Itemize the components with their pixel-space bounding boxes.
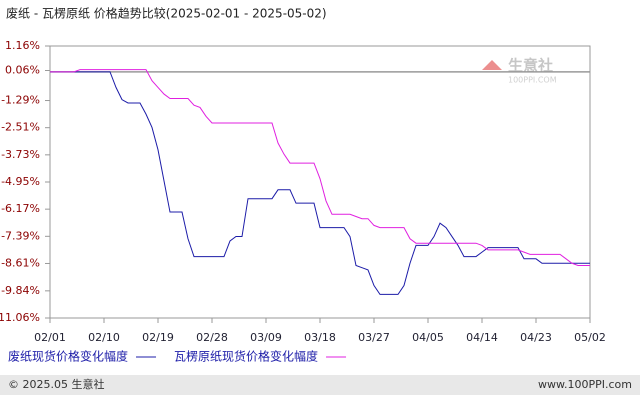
watermark: 生意社 100PPI.COM xyxy=(482,57,557,85)
y-tick-label: -1.29% xyxy=(1,94,40,107)
x-tick-label: 04/23 xyxy=(520,331,552,344)
footer-bar xyxy=(0,375,640,395)
footer-left: © 2025.05 生意社 xyxy=(8,377,104,391)
footer-right: www.100PPI.com xyxy=(538,378,632,391)
x-tick-label: 05/02 xyxy=(574,331,606,344)
x-tick-label: 04/14 xyxy=(466,331,498,344)
y-tick-label: -6.17% xyxy=(1,202,40,215)
legend-label: 瓦楞原纸现货价格变化幅度 xyxy=(174,349,318,364)
legend-label: 废纸现货价格变化幅度 xyxy=(8,349,128,364)
y-tick-label: -9.84% xyxy=(1,284,40,297)
x-tick-label: 02/10 xyxy=(88,331,120,344)
watermark-sub: 100PPI.COM xyxy=(508,76,557,85)
x-tick-label: 03/18 xyxy=(304,331,336,344)
x-tick-label: 02/19 xyxy=(142,331,174,344)
x-tick-label: 02/28 xyxy=(196,331,228,344)
x-tick-label: 04/05 xyxy=(412,331,444,344)
plot-frame xyxy=(49,45,591,319)
y-tick-label: -4.95% xyxy=(1,175,40,188)
y-tick-label: 1.16% xyxy=(5,39,40,52)
series-line xyxy=(50,69,590,266)
x-tick-label: 02/01 xyxy=(34,331,66,344)
x-tick-label: 03/09 xyxy=(250,331,282,344)
y-tick-label: -11.06% xyxy=(0,311,40,324)
watermark-text: 生意社 xyxy=(508,57,553,75)
y-tick-label: -3.73% xyxy=(1,148,40,161)
x-tick-label: 03/27 xyxy=(358,331,390,344)
y-tick-label: 0.06% xyxy=(5,63,40,76)
y-tick-label: -7.39% xyxy=(1,229,40,242)
series-line xyxy=(50,71,590,295)
y-tick-label: -8.61% xyxy=(1,256,40,269)
chart-title: 废纸 - 瓦楞原纸 价格趋势比较(2025-02-01 - 2025-05-02… xyxy=(6,6,327,21)
watermark-logo xyxy=(482,60,502,70)
y-tick-label: -2.51% xyxy=(1,121,40,134)
